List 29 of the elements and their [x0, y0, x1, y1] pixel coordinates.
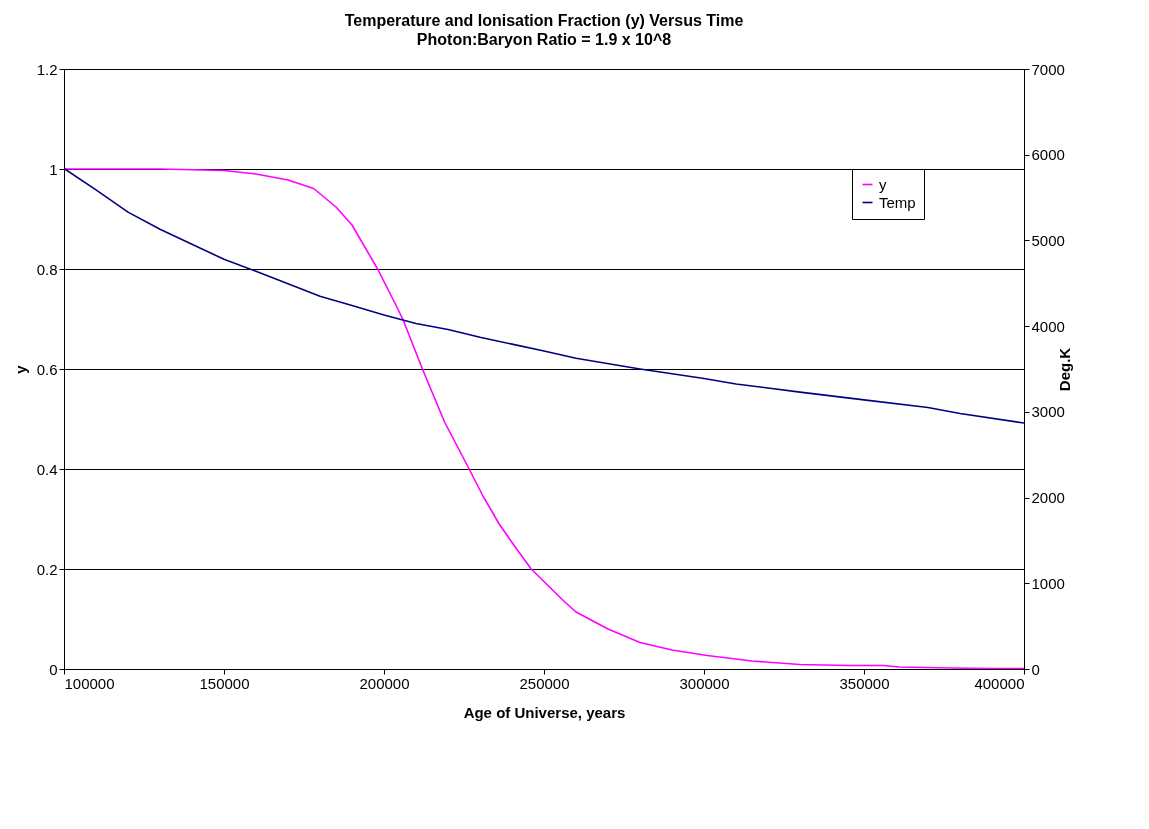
x-axis-title: Age of Universe, years: [463, 703, 626, 721]
x-tick-label: 400000: [974, 674, 1025, 692]
x-tick-label: 150000: [199, 674, 250, 692]
y-tick-label: 0: [49, 660, 58, 678]
y-axis-title: y: [11, 364, 29, 374]
legend-label: y: [879, 175, 887, 193]
y2-tick-label: 1000: [1031, 574, 1065, 592]
y-tick-label: 0.2: [36, 560, 58, 578]
y2-tick-label: 7000: [1031, 60, 1065, 78]
chart-subtitle: Photon:Baryon Ratio = 1.9 x 10^8: [416, 31, 672, 48]
y-tick-label: 0.8: [36, 260, 58, 278]
y-tick-label: 1: [49, 160, 58, 178]
y-tick-label: 1.2: [36, 60, 58, 78]
legend-label: Temp: [879, 193, 916, 211]
y2-tick-label: 2000: [1031, 489, 1065, 507]
x-tick-label: 100000: [64, 674, 115, 692]
y-tick-label: 0.6: [36, 360, 58, 378]
y2-axis-title: Deg.K: [1055, 347, 1073, 392]
y2-tick-label: 5000: [1031, 231, 1065, 249]
y2-tick-label: 0: [1031, 660, 1040, 678]
y2-tick-label: 3000: [1031, 403, 1065, 421]
x-tick-label: 350000: [839, 674, 890, 692]
y2-tick-label: 4000: [1031, 317, 1065, 335]
x-tick-label: 200000: [359, 674, 410, 692]
y-tick-label: 0.4: [36, 460, 58, 478]
x-tick-label: 300000: [679, 674, 730, 692]
x-tick-label: 250000: [519, 674, 570, 692]
chart-title: Temperature and Ionisation Fraction (y) Versus Time: [344, 12, 744, 29]
y2-tick-label: 6000: [1031, 146, 1065, 164]
